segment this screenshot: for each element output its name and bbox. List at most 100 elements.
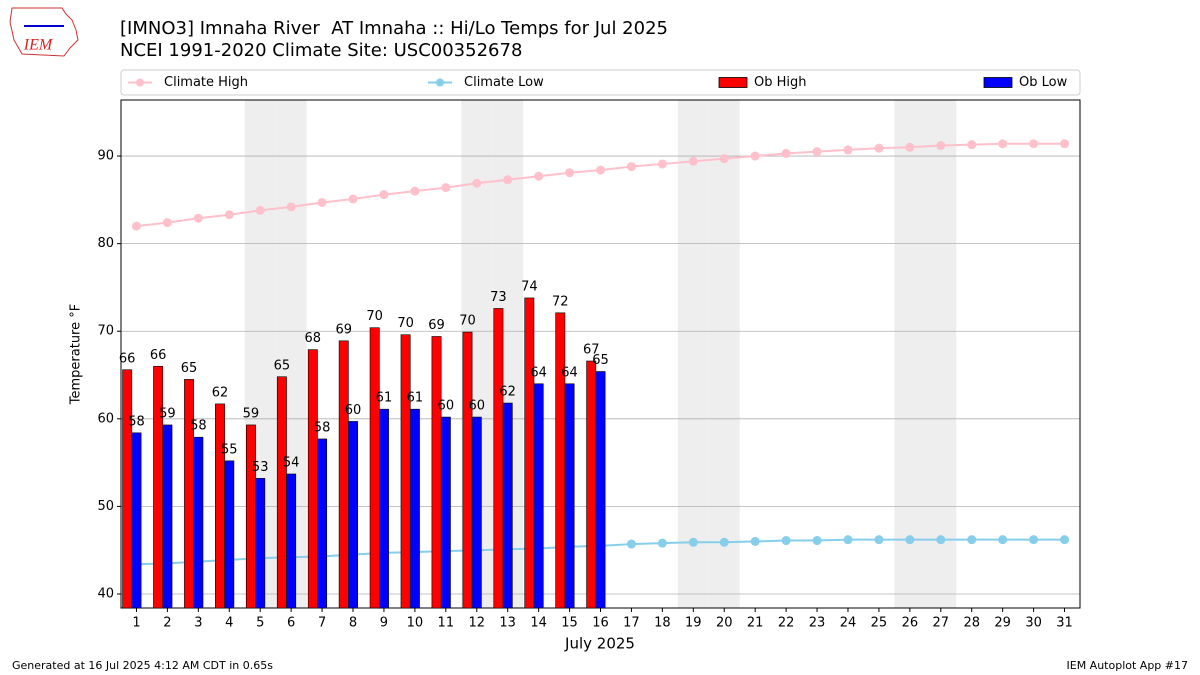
point <box>719 154 729 164</box>
footer-right: IEM Autoplot App #17 <box>1067 659 1189 672</box>
point <box>626 539 636 549</box>
x-tick-label: 3 <box>194 616 202 631</box>
data-label: 61 <box>407 391 424 406</box>
bar <box>307 349 318 609</box>
legend-label: Climate Low <box>464 75 544 90</box>
x-tick-label: 10 <box>407 616 424 631</box>
data-label: 61 <box>376 391 393 406</box>
x-tick-label: 2 <box>163 616 171 631</box>
x-axis-label: July 2025 <box>564 635 635 653</box>
bar <box>286 473 297 609</box>
data-label: 62 <box>499 385 516 400</box>
bar <box>215 403 225 609</box>
data-label: 70 <box>397 316 414 331</box>
data-label: 70 <box>459 314 476 329</box>
point <box>534 171 544 181</box>
bar <box>276 376 287 609</box>
x-tick-label: 6 <box>287 616 295 631</box>
point <box>781 148 791 158</box>
legend-label: Climate High <box>164 75 248 90</box>
point <box>874 143 884 153</box>
chart-subtitle: NCEI 1991-2020 Climate Site: USC00352678 <box>120 40 522 61</box>
chart-title: [IMNO3] Imnaha River AT Imnaha :: Hi/Lo … <box>120 18 668 39</box>
x-tick-label: 9 <box>380 616 388 631</box>
x-tick-label: 13 <box>499 616 516 631</box>
bar <box>245 424 256 609</box>
data-label: 66 <box>150 348 167 363</box>
x-tick-label: 5 <box>256 616 264 631</box>
y-tick-label: 70 <box>97 324 114 339</box>
bar <box>369 327 380 609</box>
point <box>255 205 265 215</box>
bar <box>348 421 358 609</box>
point <box>843 145 853 155</box>
footer-left: Generated at 16 Jul 2025 4:12 AM CDT in … <box>12 659 273 672</box>
point <box>812 147 822 157</box>
legend-label: Ob High <box>754 75 807 90</box>
point <box>936 141 946 151</box>
bar <box>409 408 420 609</box>
y-tick-label: 90 <box>97 149 114 164</box>
point <box>224 210 234 220</box>
legend-label: Ob Low <box>1019 75 1068 90</box>
point <box>596 165 605 175</box>
bar <box>595 371 606 609</box>
legend-box <box>120 69 1081 96</box>
point <box>750 536 760 546</box>
x-tick-label: 29 <box>994 616 1011 631</box>
bar <box>153 365 164 609</box>
point <box>1029 139 1039 149</box>
point <box>905 142 915 152</box>
logo: IEM <box>9 7 79 57</box>
x-tick-label: 12 <box>468 616 485 631</box>
legend-marker <box>136 78 144 87</box>
x-tick-label: 4 <box>225 616 233 631</box>
point <box>317 197 327 207</box>
point <box>441 183 451 193</box>
point <box>1060 535 1070 545</box>
legend-swatch <box>718 77 748 88</box>
data-label: 69 <box>428 318 445 333</box>
legend-swatch <box>983 77 1013 88</box>
data-label: 60 <box>438 399 455 414</box>
data-label: 67 <box>583 343 600 358</box>
bar <box>564 383 575 609</box>
bar <box>431 336 442 609</box>
y-axis-label: Temperature °F <box>69 304 84 405</box>
data-label: 55 <box>221 442 238 457</box>
bar <box>462 331 473 609</box>
point <box>657 159 667 169</box>
data-label: 53 <box>252 460 269 475</box>
logo-outline <box>9 7 79 57</box>
x-tick-label: 14 <box>530 616 547 631</box>
x-tick-label: 18 <box>654 616 671 631</box>
x-tick-label: 11 <box>438 616 455 631</box>
bar <box>493 308 504 609</box>
bar <box>193 436 204 609</box>
point <box>936 535 946 545</box>
point <box>503 175 513 185</box>
data-label: 59 <box>159 406 176 421</box>
x-tick-label: 17 <box>623 616 640 631</box>
x-tick-label: 25 <box>871 616 888 631</box>
bar <box>502 402 513 609</box>
point <box>626 162 636 172</box>
x-tick-label: 31 <box>1056 616 1073 631</box>
x-tick-label: 19 <box>685 616 702 631</box>
bar <box>184 379 194 609</box>
data-label: 74 <box>521 279 538 294</box>
x-tick-label: 24 <box>840 616 857 631</box>
logo-text: IEM <box>23 37 54 54</box>
point <box>998 535 1008 545</box>
bar <box>338 340 349 609</box>
bar <box>255 478 266 609</box>
point <box>379 190 389 200</box>
bar <box>122 369 133 609</box>
point <box>719 537 729 547</box>
data-label: 70 <box>366 309 383 324</box>
bar <box>471 416 482 609</box>
point <box>193 213 203 223</box>
data-label: 58 <box>314 420 331 435</box>
y-tick-label: 50 <box>97 499 114 514</box>
x-tick-label: 16 <box>592 616 609 631</box>
